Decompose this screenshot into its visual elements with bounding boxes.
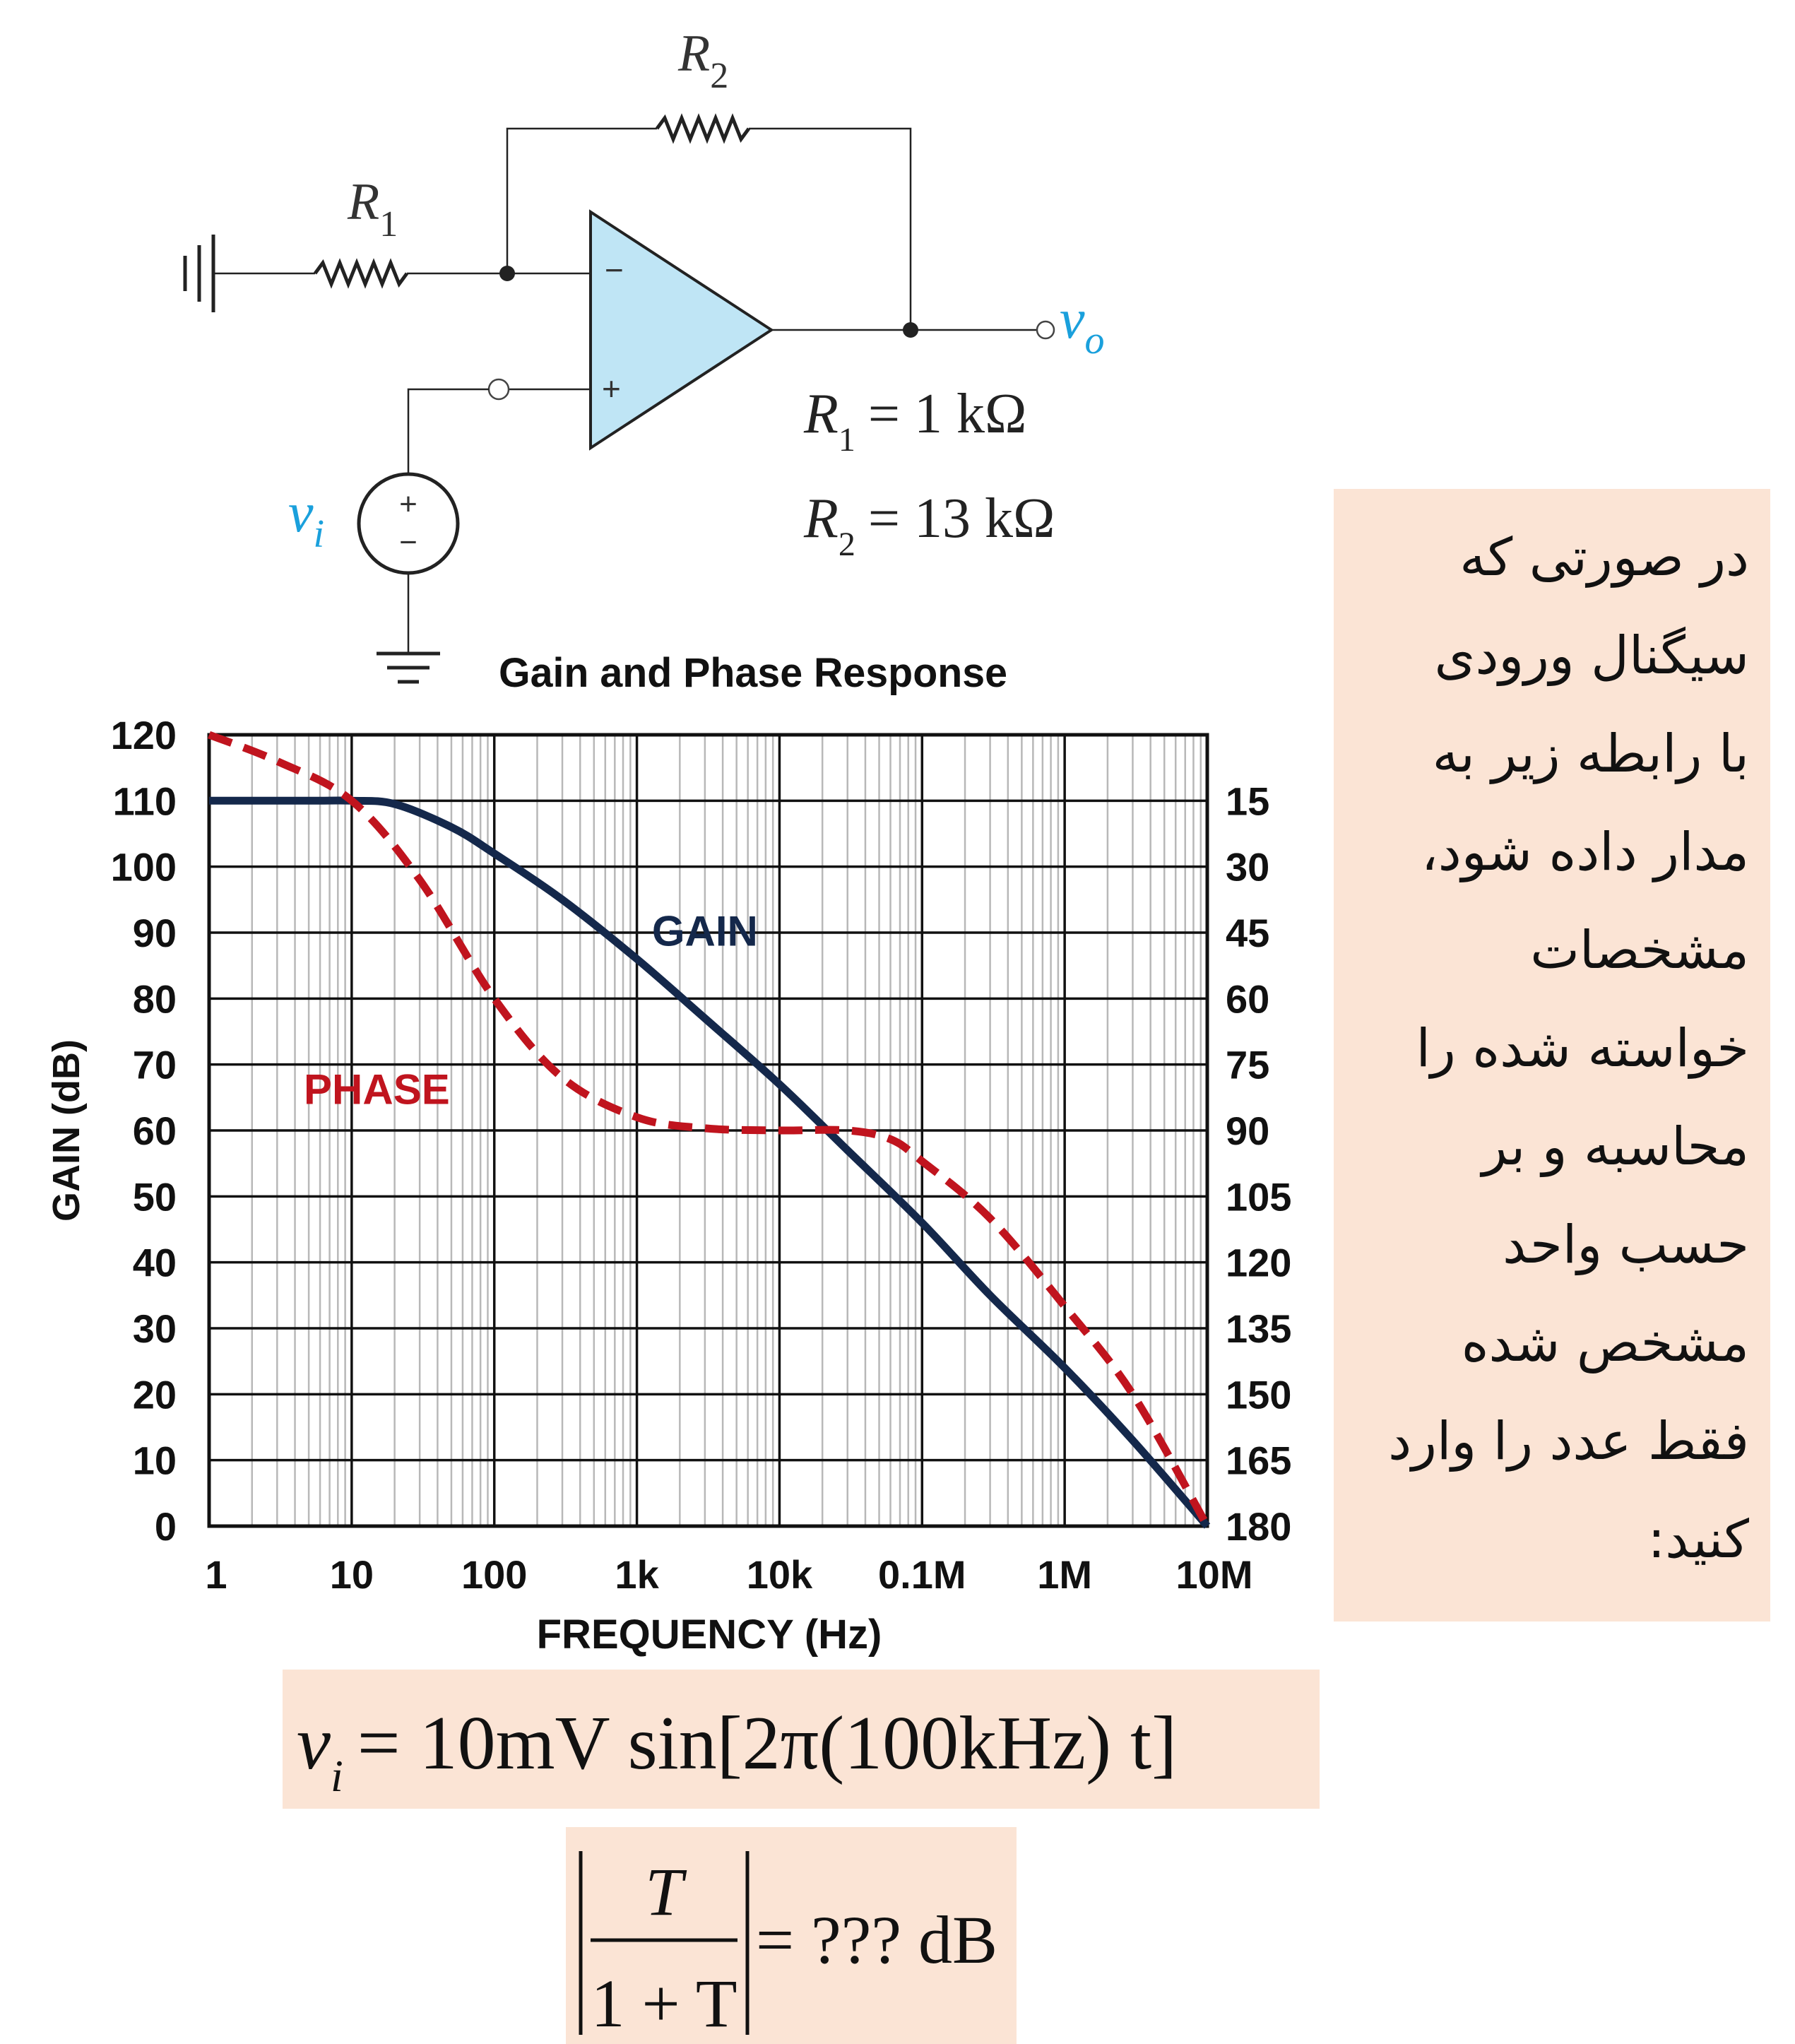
x-tick-label: 10: [330, 1552, 374, 1597]
node-dot-output: [903, 322, 918, 338]
circuit-labels: R1 R2 − + vo vi + − R1 = 1 kΩ R2 = 13 kΩ: [288, 25, 1105, 563]
y2-tick-label: 105: [1226, 1174, 1291, 1219]
y-tick-label: 30: [133, 1306, 177, 1351]
question-line: با رابطه زیر به: [1432, 723, 1749, 784]
opamp-minus-sign: −: [605, 252, 624, 288]
wire-source-plus: [407, 388, 489, 473]
equation2-rhs: = ??? dB: [756, 1902, 997, 1978]
y2-tick-label: 15: [1226, 779, 1269, 823]
x-tick-label: 1M: [1037, 1552, 1092, 1597]
question-line: سیگنال ورودی: [1434, 625, 1749, 686]
x-axis-label: FREQUENCY (Hz): [537, 1612, 882, 1658]
y-tick-label: 110: [113, 779, 177, 823]
y2-tick-label: 135: [1226, 1306, 1291, 1351]
ground-symbol-left: [183, 235, 215, 312]
vo-label: vo: [1060, 288, 1105, 362]
series-layer: [208, 731, 1211, 1529]
gain-phase-chart: Gain and Phase Response 0 10 20 30 40 50 60 70 8…: [45, 650, 1291, 1658]
x-axis-tick-labels: 1 10 100 1k 10k 0.1M 1M 10M: [205, 1552, 1252, 1597]
resistor-r2: [655, 113, 751, 144]
source-minus-sign: −: [399, 525, 417, 560]
y-tick-label: 50: [133, 1174, 177, 1219]
y2-axis-tick-labels: 15 30 45 60 75 90 105 120 135 150 165 180: [1226, 779, 1291, 1549]
equation2-background: [566, 1827, 1017, 2044]
x-tick-label: 100: [461, 1552, 527, 1597]
question-line: خواسته شده را: [1416, 1018, 1750, 1079]
series-phase-line: [208, 731, 1211, 1528]
y-axis-tick-labels: 0 10 20 30 40 50 60 70 80 90 100 110 120: [111, 713, 177, 1549]
question-line: فقط عدد را وارد: [1388, 1411, 1749, 1472]
question-line: حسب واحد: [1503, 1215, 1749, 1275]
y-tick-label: 20: [133, 1372, 177, 1417]
series-gain-line: [208, 796, 1211, 1529]
r2-label: R2: [677, 25, 728, 96]
opamp-triangle: [589, 209, 774, 451]
node-dot-inverting: [499, 266, 515, 281]
r1-value: R1 = 1 kΩ: [803, 383, 1026, 459]
y2-tick-label: 150: [1226, 1372, 1291, 1417]
x-tick-label: 0.1M: [878, 1552, 966, 1597]
r2-value: R2 = 13 kΩ: [803, 488, 1055, 563]
x-tick-label: 10k: [747, 1552, 813, 1597]
annotation-gain: GAIN: [652, 908, 758, 955]
equation-boxes: vi = 10mV sin[2π(100kHz) t] T 1 + T = ???…: [283, 1670, 1320, 2044]
y-tick-label: 120: [111, 713, 177, 757]
y-tick-label: 70: [133, 1043, 177, 1087]
question-line: مشخص شده: [1461, 1313, 1749, 1374]
y2-tick-label: 75: [1226, 1043, 1269, 1087]
y2-tick-label: 120: [1226, 1241, 1291, 1285]
chart-title: Gain and Phase Response: [499, 650, 1007, 696]
y-tick-label: 40: [133, 1241, 177, 1285]
question-box: [1334, 489, 1770, 1621]
y-tick-label: 10: [133, 1439, 177, 1483]
r1-label: R1: [347, 173, 398, 244]
source-plus-sign: +: [399, 487, 417, 521]
question-line: مشخصات: [1530, 920, 1749, 981]
y2-tick-label: 165: [1226, 1439, 1291, 1483]
question-line: کنید:: [1647, 1509, 1749, 1570]
y-tick-label: 0: [155, 1504, 177, 1549]
plus-terminal: [487, 378, 510, 401]
annotation-phase: PHASE: [304, 1066, 450, 1113]
y-axis-label: GAIN (dB): [45, 1039, 88, 1222]
fraction-denominator: 1 + T: [591, 1966, 737, 2041]
y-tick-label: 100: [111, 845, 177, 890]
question-line: در صورتی که: [1459, 527, 1749, 588]
circuit-schematic: [183, 113, 1055, 684]
y-tick-label: 90: [133, 911, 177, 955]
wire-feedback: [506, 127, 657, 273]
y-tick-label: 80: [133, 976, 177, 1021]
ground-symbol-bottom: [377, 651, 440, 684]
plot-frame: [207, 733, 1209, 1528]
y-tick-label: 60: [133, 1109, 177, 1153]
annotation-layer: GAIN PHASE: [304, 908, 758, 1113]
equation1: vi = 10mV sin[2π(100kHz) t]: [297, 1701, 1177, 1801]
x-tick-label: 10M: [1176, 1552, 1253, 1597]
question-line: مدار داده شود،: [1421, 822, 1749, 882]
equation1-background: [283, 1670, 1320, 1809]
y2-tick-label: 60: [1226, 976, 1269, 1021]
y2-tick-label: 45: [1226, 911, 1269, 955]
question-line: محاسبه و بر: [1481, 1116, 1749, 1177]
wire-feedback-out: [749, 127, 912, 330]
y2-tick-label: 180: [1226, 1504, 1291, 1549]
y2-tick-label: 90: [1226, 1109, 1269, 1153]
fraction-numerator: T: [645, 1854, 687, 1930]
x-tick-label: 1k: [615, 1552, 659, 1597]
y2-tick-label: 30: [1226, 845, 1269, 890]
resistor-r1: [313, 258, 409, 289]
output-terminal: [1036, 320, 1055, 340]
opamp-plus-sign: +: [602, 370, 621, 407]
question-text: در صورتی که سیگنال ورودی با رابطه زیر به مد…: [1355, 509, 1749, 1589]
x-tick-label: 1: [205, 1552, 227, 1597]
vi-label: vi: [288, 482, 324, 556]
